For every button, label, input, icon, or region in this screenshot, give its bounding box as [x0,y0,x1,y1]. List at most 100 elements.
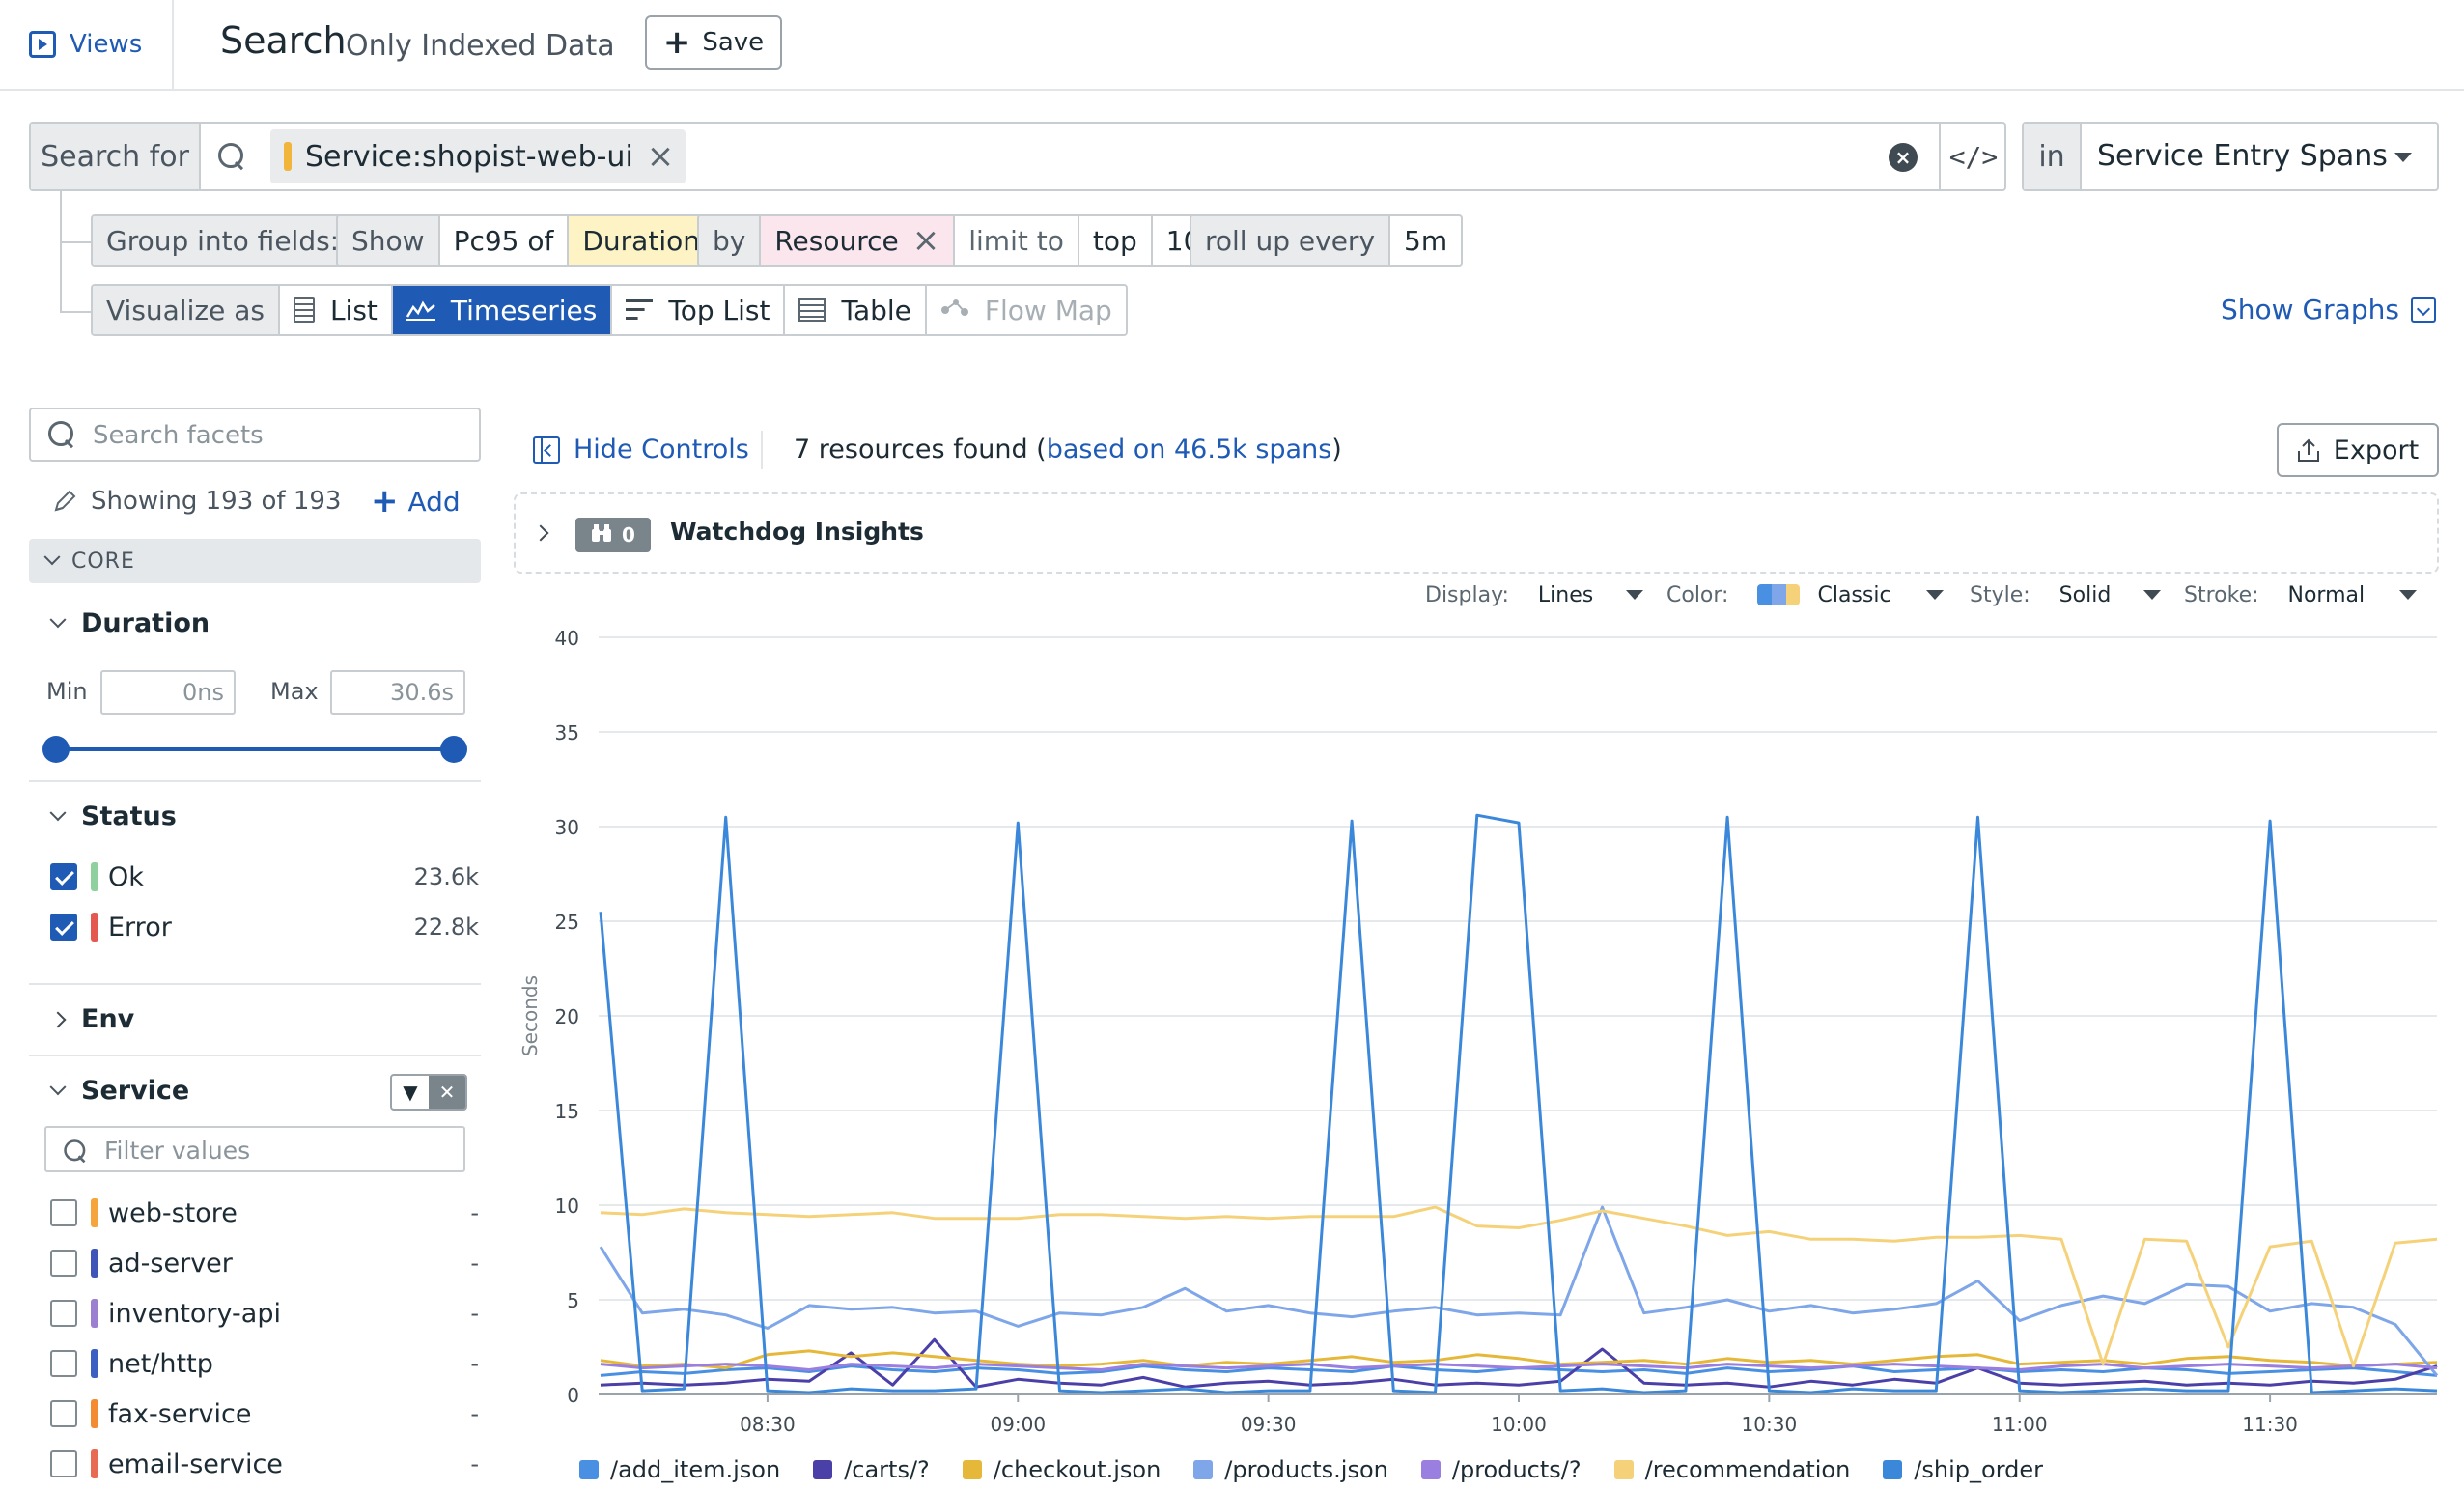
service-filter-input[interactable]: Filter values [44,1126,465,1172]
service-option[interactable]: net/http - [50,1344,479,1383]
clear-search-icon[interactable]: × [1889,143,1918,172]
watchdog-insights-panel[interactable]: 0 Watchdog Insights [514,492,2439,574]
group-field-pill[interactable]: Resource × [761,216,956,265]
style-select[interactable]: Style: Solid [1970,579,2162,610]
binoculars-icon [591,523,612,548]
watchdog-count: 0 [622,523,635,547]
hide-controls-button[interactable]: Hide Controls [533,435,749,464]
checkbox[interactable] [50,1450,77,1477]
service-label: ad-server [108,1248,233,1279]
legend-item[interactable]: /products/? [1420,1454,1582,1485]
facet-search-input[interactable]: Search facets [29,408,481,462]
rollup-interval-select[interactable]: 5m [1404,224,1448,257]
viz-timeseries-button[interactable]: Timeseries [392,286,613,334]
rollup-selector[interactable]: roll up every 5m [1190,214,1464,267]
style-value: Solid [2058,582,2112,607]
color-select[interactable]: Color: Classic [1666,579,1944,610]
filter-icon[interactable]: ▼ [403,1081,418,1104]
y-tick-label: 20 [555,1005,579,1028]
max-label: Max [270,678,319,705]
measure-select[interactable]: Duration [569,216,714,265]
duration-slider-track[interactable] [54,747,454,751]
export-button[interactable]: Export [2277,423,2439,477]
checkbox[interactable] [50,1300,77,1327]
query-pill[interactable]: Service:shopist-web-ui × [270,129,686,183]
status-title: Status [81,802,177,831]
show-graphs-toggle[interactable]: Show Graphs [2221,294,2436,325]
scope-select[interactable]: in Service Entry Spans [2022,122,2439,191]
measure-selector[interactable]: Show Pc95 of Duration [336,214,715,267]
status-color-marker [91,913,98,942]
save-button[interactable]: + Save [645,15,782,70]
duration-slider-min-handle[interactable] [42,736,70,763]
x-tick-label: 11:30 [2242,1413,2298,1436]
checkbox[interactable] [50,1199,77,1226]
legend-item[interactable]: /products.json [1193,1454,1388,1485]
display-select[interactable]: Display: Lines [1425,579,1644,610]
core-group-header[interactable]: CORE [29,539,481,583]
service-color-marker [91,1449,98,1478]
legend-item[interactable]: /checkout.json [962,1454,1161,1485]
views-button[interactable]: Views [29,23,142,66]
service-facet-header[interactable]: Service [49,1076,189,1106]
viz-toplist-button[interactable]: Top List [612,286,786,334]
legend-item[interactable]: /ship_order [1883,1454,2043,1485]
search-icon [64,1139,89,1165]
duration-slider-max-handle[interactable] [440,736,467,763]
checkbox[interactable] [50,1400,77,1427]
status-option-error[interactable]: Error 22.8k [50,908,479,946]
chevron-down-icon [2143,590,2162,600]
checkbox[interactable] [50,1350,77,1377]
remove-field-icon[interactable]: × [911,221,940,260]
stroke-select[interactable]: Stroke: Normal [2184,579,2418,610]
timeseries-chart[interactable]: 0 5 10 15 20 25 30 35 40 Seconds 08:30 09:00 09:30 10… [502,618,2462,1454]
spans-link[interactable]: based on 46.5k spans [1046,435,1332,464]
service-option[interactable]: inventory-api - [50,1294,479,1333]
status-facet-header[interactable]: Status [49,802,177,831]
legend-label: /ship_order [1914,1456,2044,1483]
header-divider [172,0,174,89]
status-option-ok[interactable]: Ok 23.6k [50,858,479,896]
search-bar[interactable]: Search for Service:shopist-web-ui × × </… [29,122,2006,191]
env-facet-header[interactable]: Env [49,1004,135,1034]
stroke-value: Normal [2287,582,2366,607]
viz-table-button[interactable]: Table [785,286,927,334]
table-icon [798,298,826,322]
chart-legend: /add_item.json/carts/? /checkout.json/pro… [579,1454,2043,1485]
duration-facet-header[interactable]: Duration [49,608,210,638]
y-tick-label: 10 [555,1195,579,1218]
legend-item[interactable]: /carts/? [813,1454,930,1485]
add-facet-button[interactable]: + Add [371,485,461,518]
duration-min-input[interactable]: 0ns [100,670,236,715]
aggregation-select[interactable]: Pc95 of [440,216,570,265]
env-title: Env [81,1004,135,1034]
chevron-right-icon [532,524,549,542]
checkbox[interactable] [50,863,77,890]
page-title: Search [220,19,347,62]
legend-swatch [962,1460,982,1479]
legend-label: /add_item.json [610,1456,781,1483]
service-option[interactable]: ad-server - [50,1244,479,1282]
checkbox[interactable] [50,914,77,941]
rollup-label: roll up every [1191,216,1391,265]
viz-list-label: List [329,294,378,326]
service-option[interactable]: web-store - [50,1194,479,1232]
service-option[interactable]: email-service - [50,1445,479,1483]
tree-connector [60,241,91,243]
checkbox[interactable] [50,1250,77,1277]
filter-placeholder: Filter values [104,1137,251,1165]
viz-list-button[interactable]: List [280,286,393,334]
legend-item[interactable]: /recommendation [1613,1454,1850,1485]
service-option[interactable]: fax-service - [50,1394,479,1433]
duration-max-input[interactable]: 30.6s [330,670,465,715]
remove-query-icon[interactable]: × [646,137,675,176]
group-by-selector[interactable]: by Resource × limit to top 10 [697,214,1217,267]
legend-item[interactable]: /add_item.json [579,1454,780,1485]
clear-filter-icon[interactable]: ✕ [429,1076,465,1109]
watchdog-title: Watchdog Insights [670,518,924,546]
viz-flowmap-button[interactable]: Flow Map [927,286,1126,334]
pencil-icon[interactable] [52,489,77,514]
status-label: Error [108,912,172,942]
limit-order-select[interactable]: top [1079,216,1153,265]
code-view-icon[interactable]: </> [1939,124,2006,189]
